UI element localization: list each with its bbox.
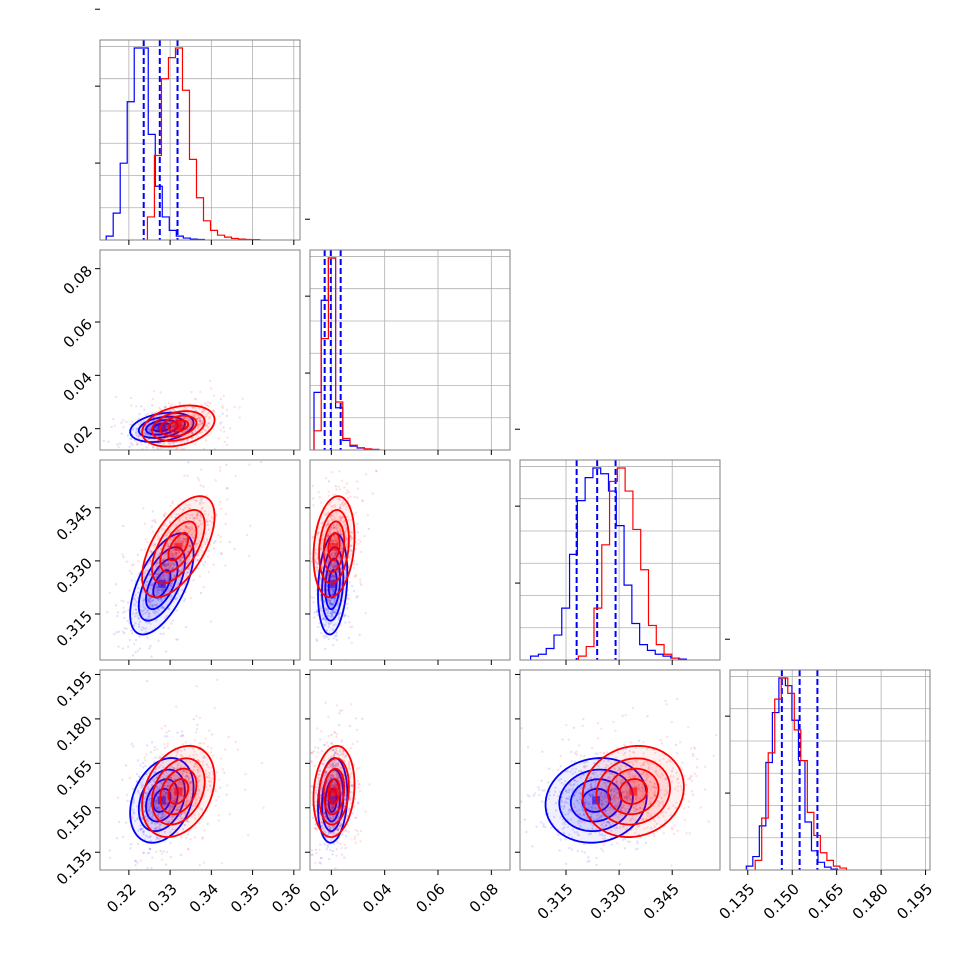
panel-background bbox=[310, 460, 510, 660]
x-tick-label: 0.180 bbox=[849, 880, 892, 923]
x-tick-label: 0.135 bbox=[715, 880, 758, 923]
panel-background bbox=[310, 670, 510, 870]
x-tick-label: 0.330 bbox=[587, 880, 630, 923]
red-histogram-1 bbox=[313, 257, 380, 450]
blue-histogram-2 bbox=[530, 467, 687, 660]
x-tick-label: 0.08 bbox=[466, 880, 502, 916]
blue-peak-marker bbox=[592, 796, 601, 805]
panel-3-3 bbox=[725, 638, 931, 875]
x-tick-label: 0.195 bbox=[893, 880, 936, 923]
panel-frame bbox=[519, 669, 721, 871]
panel-background bbox=[100, 250, 300, 450]
panel-background bbox=[100, 670, 300, 870]
panel-background bbox=[520, 460, 720, 660]
blue-histogram-0 bbox=[105, 47, 205, 240]
panel-frame bbox=[519, 459, 721, 661]
y-tick-label: 0.06 bbox=[60, 315, 96, 351]
y-tick-label: 0.08 bbox=[60, 262, 96, 298]
y-tick-label: 0.345 bbox=[53, 501, 96, 544]
y-tick-label: 0.135 bbox=[53, 846, 96, 889]
panel-frame bbox=[729, 669, 931, 871]
x-tick-label: 0.345 bbox=[640, 880, 683, 923]
x-tick-label: 0.04 bbox=[359, 880, 395, 916]
x-tick-label: 0.35 bbox=[227, 880, 263, 916]
panel-frame bbox=[309, 249, 511, 451]
y-tick-label: 0.195 bbox=[53, 668, 96, 711]
red-peak-marker bbox=[330, 787, 338, 796]
y-tick-label: 0.315 bbox=[53, 607, 96, 650]
panel-background bbox=[100, 40, 300, 240]
red-scatter-points bbox=[520, 697, 718, 867]
red-peak-marker bbox=[174, 422, 183, 430]
panel-0-0 bbox=[95, 8, 301, 245]
panel-background bbox=[730, 670, 930, 870]
y-tick-label: 0.165 bbox=[53, 757, 96, 800]
panel-frame bbox=[99, 39, 301, 241]
panel-frame bbox=[309, 669, 511, 871]
y-tick-label: 0.150 bbox=[53, 801, 96, 844]
x-tick-label: 0.150 bbox=[760, 880, 803, 923]
panel-frame bbox=[99, 459, 301, 661]
y-tick-label: 0.330 bbox=[53, 554, 96, 597]
panel-2-0 bbox=[95, 459, 301, 665]
red-peak-marker bbox=[330, 542, 338, 551]
red-peak-marker bbox=[174, 542, 183, 551]
blue-peak-marker bbox=[157, 796, 166, 805]
x-tick-label: 0.33 bbox=[145, 880, 181, 916]
x-tick-label: 0.32 bbox=[103, 880, 139, 916]
red-histogram-3 bbox=[754, 677, 848, 870]
panel-2-2 bbox=[515, 428, 721, 665]
red-histogram-2 bbox=[577, 467, 681, 660]
panel-frame bbox=[99, 669, 301, 871]
x-tick-label: 0.06 bbox=[412, 880, 448, 916]
y-tick-label: 0.04 bbox=[60, 369, 96, 405]
x-tick-label: 0.315 bbox=[534, 880, 577, 923]
panel-3-1 bbox=[305, 669, 511, 875]
panel-3-0 bbox=[95, 669, 301, 875]
panel-2-1 bbox=[305, 459, 511, 665]
blue-peak-marker bbox=[157, 423, 166, 432]
blue-histogram-3 bbox=[745, 677, 839, 870]
blue-peak-marker bbox=[328, 796, 337, 805]
red-histogram-0 bbox=[146, 47, 261, 240]
x-tick-label: 0.02 bbox=[306, 880, 342, 916]
panel-1-1 bbox=[305, 218, 511, 455]
y-tick-label: 0.180 bbox=[53, 712, 96, 755]
panel-frame bbox=[309, 459, 511, 661]
x-tick-label: 0.36 bbox=[268, 880, 304, 916]
panel-1-0 bbox=[95, 249, 301, 455]
y-tick-label: 0.02 bbox=[60, 422, 96, 458]
red-peak-marker bbox=[174, 787, 183, 796]
x-tick-label: 0.34 bbox=[186, 880, 222, 916]
panel-3-2 bbox=[515, 669, 721, 875]
x-tick-label: 0.165 bbox=[804, 880, 847, 923]
red-peak-marker bbox=[629, 787, 638, 796]
panel-frame bbox=[99, 249, 301, 451]
